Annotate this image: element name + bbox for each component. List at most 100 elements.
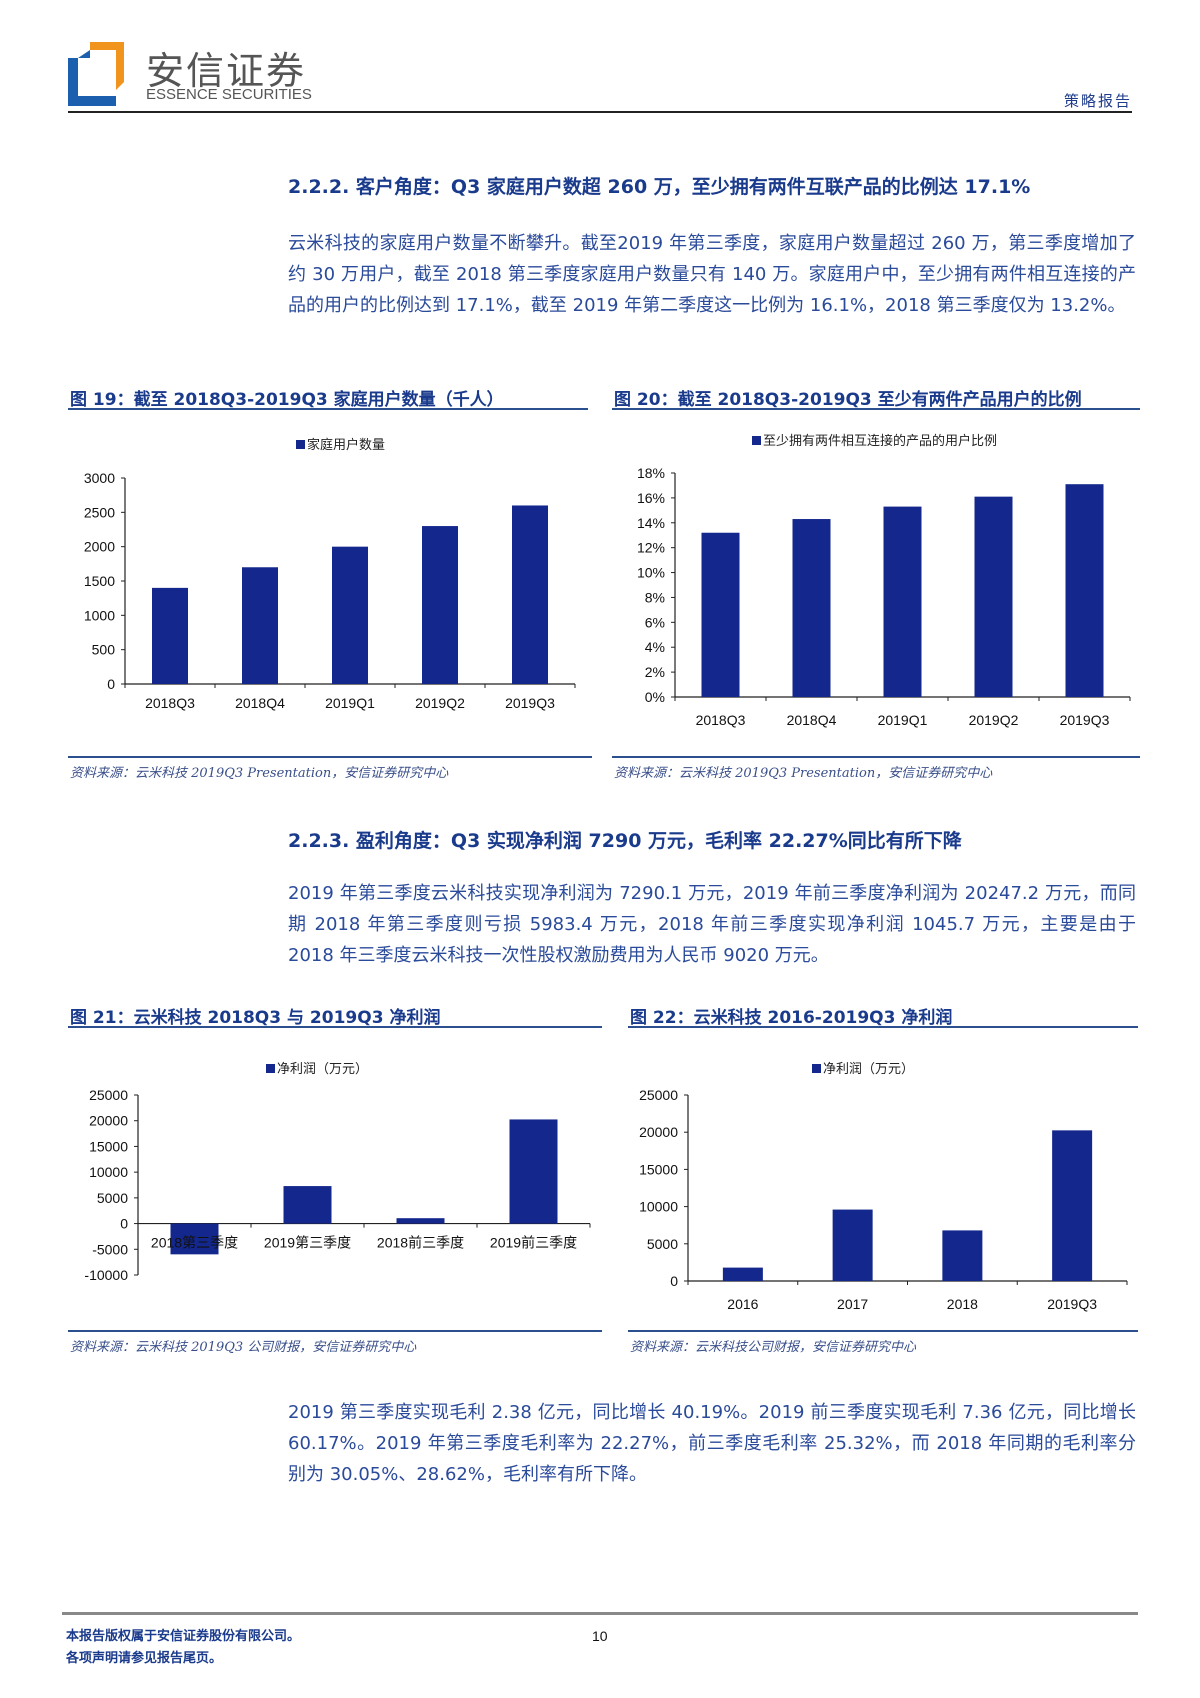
figure-21-title: 图 21：云米科技 2018Q3 与 2019Q3 净利润: [70, 1008, 441, 1028]
footer-copyright: 本报告版权属于安信证券股份有限公司。: [66, 1629, 301, 1644]
svg-text:2018: 2018: [947, 1296, 978, 1312]
svg-text:14%: 14%: [637, 515, 665, 531]
figure-19-title-rule: [68, 408, 588, 410]
bar: [942, 1230, 983, 1281]
svg-text:2018Q3: 2018Q3: [696, 712, 746, 728]
legend-label: 净利润（万元）: [277, 1062, 369, 1077]
svg-text:2000: 2000: [84, 539, 115, 555]
svg-text:2500: 2500: [84, 504, 115, 520]
svg-text:-10000: -10000: [84, 1267, 128, 1283]
svg-text:2017: 2017: [837, 1296, 868, 1312]
svg-text:2018前三季度: 2018前三季度: [377, 1235, 464, 1251]
svg-text:15000: 15000: [639, 1161, 678, 1177]
figure-21-source-rule: [68, 1330, 602, 1332]
svg-text:16%: 16%: [637, 490, 665, 506]
svg-text:1500: 1500: [84, 573, 115, 589]
section-title-profit: 2.2.3. 盈利角度：Q3 实现净利润 7290 万元，毛利率 22.27%同…: [288, 830, 962, 852]
svg-text:2019Q2: 2019Q2: [415, 695, 465, 711]
paragraph-gross-profit: 2019 第三季度实现毛利 2.38 亿元，同比增长 40.19%。2019 前…: [288, 1402, 1136, 1485]
svg-text:-5000: -5000: [92, 1241, 128, 1257]
svg-text:8%: 8%: [645, 589, 665, 605]
svg-text:2019Q3: 2019Q3: [1047, 1296, 1097, 1312]
bar: [509, 1119, 558, 1224]
svg-text:10000: 10000: [89, 1164, 128, 1180]
svg-text:500: 500: [92, 642, 116, 658]
svg-text:2019第三季度: 2019第三季度: [264, 1235, 351, 1251]
legend-swatch-icon: [752, 436, 761, 445]
svg-text:2016: 2016: [727, 1296, 758, 1312]
essence-logo-icon: [68, 42, 124, 106]
bar: [722, 1267, 763, 1281]
bar: [792, 519, 831, 697]
figure-22-source-rule: [628, 1330, 1138, 1332]
svg-text:2018第三季度: 2018第三季度: [151, 1235, 238, 1251]
figure-20-source-rule: [612, 756, 1140, 758]
paragraph-profit: 2019 年第三季度云米科技实现净利润为 7290.1 万元，2019 年前三季…: [288, 883, 1136, 966]
header-divider: [68, 111, 1132, 113]
bar: [170, 1223, 219, 1255]
bar: [283, 1186, 332, 1224]
svg-text:2019Q1: 2019Q1: [878, 712, 928, 728]
bar: [332, 546, 368, 684]
figure-22-title-rule: [628, 1026, 1138, 1028]
svg-text:2018Q4: 2018Q4: [787, 712, 837, 728]
bar: [832, 1209, 873, 1281]
figure-19-title: 图 19：截至 2018Q3-2019Q3 家庭用户数量（千人）: [70, 390, 504, 410]
paragraph-customer: 云米科技的家庭用户数量不断攀升。截至2019 年第三季度，家庭用户数量超过 26…: [288, 233, 1136, 316]
bar: [883, 506, 922, 697]
figure-20-source: 资料来源：云米科技 2019Q3 Presentation，安信证券研究中心: [614, 766, 993, 781]
bar: [152, 587, 188, 684]
bar: [1052, 1130, 1093, 1281]
figure-19-source: 资料来源：云米科技 2019Q3 Presentation，安信证券研究中心: [70, 766, 449, 781]
figure-21-title-rule: [68, 1026, 602, 1028]
page-number: 10: [592, 1628, 608, 1644]
legend-label: 净利润（万元）: [823, 1062, 915, 1077]
figure-21-legend: 净利润（万元）: [266, 1058, 368, 1077]
figure-21-source: 资料来源：云米科技 2019Q3 公司财报，安信证券研究中心: [70, 1340, 417, 1355]
figure-19-source-rule: [68, 756, 592, 758]
svg-text:18%: 18%: [637, 465, 665, 481]
svg-text:2019Q1: 2019Q1: [325, 695, 375, 711]
bar: [242, 567, 278, 684]
figure-19-legend: 家庭用户数量: [296, 434, 385, 453]
svg-text:5000: 5000: [647, 1236, 678, 1252]
svg-text:0: 0: [670, 1273, 678, 1289]
legend-swatch-icon: [266, 1064, 275, 1073]
svg-text:6%: 6%: [645, 614, 665, 630]
svg-text:2018Q4: 2018Q4: [235, 695, 285, 711]
svg-text:15000: 15000: [89, 1138, 128, 1154]
svg-text:20000: 20000: [639, 1124, 678, 1140]
bar: [396, 1218, 445, 1224]
figure-21-chart: -10000 -5000 0 5000 10000 15000 20000 25000 2018…: [70, 1085, 600, 1295]
figure-20-title: 图 20：截至 2018Q3-2019Q3 至少有两件产品用户的比例: [614, 390, 1082, 410]
bar: [974, 496, 1013, 697]
svg-text:10%: 10%: [637, 565, 665, 581]
bar: [1065, 484, 1104, 697]
figure-20-chart: 0% 2% 4% 6% 8% 10% 12% 14% 16% 18% 2018Q3 2018Q4 201…: [620, 465, 1140, 735]
figure-20-legend: 至少拥有两件相互连接的产品的用户比例: [752, 430, 997, 449]
svg-text:0%: 0%: [645, 689, 665, 705]
figure-22-legend: 净利润（万元）: [812, 1058, 914, 1077]
legend-swatch-icon: [296, 440, 305, 449]
legend-label: 至少拥有两件相互连接的产品的用户比例: [763, 434, 998, 449]
svg-text:20000: 20000: [89, 1113, 128, 1129]
bar: [512, 505, 548, 684]
svg-text:2019Q3: 2019Q3: [1060, 712, 1110, 728]
legend-label: 家庭用户数量: [307, 438, 386, 453]
footer-disclaimer: 本报告版权属于安信证券股份有限公司。 各项声明请参见报告尾页。: [66, 1626, 300, 1670]
footer-divider: [62, 1612, 1138, 1615]
bar: [701, 532, 740, 697]
logo-chinese-name: 安信证券: [146, 49, 307, 93]
svg-text:2019前三季度: 2019前三季度: [490, 1235, 577, 1251]
svg-text:5000: 5000: [97, 1190, 128, 1206]
svg-text:2019Q3: 2019Q3: [505, 695, 555, 711]
svg-text:2018Q3: 2018Q3: [145, 695, 195, 711]
report-type-label: 策略报告: [1063, 92, 1132, 110]
svg-text:0: 0: [120, 1216, 128, 1232]
svg-text:0: 0: [107, 676, 115, 692]
footer-disclaimer-note: 各项声明请参见报告尾页。: [66, 1651, 223, 1666]
legend-swatch-icon: [812, 1064, 821, 1073]
svg-text:10000: 10000: [639, 1199, 678, 1215]
figure-22-chart: 0 5000 10000 15000 20000 25000 2016 2017 2018 201…: [639, 1085, 1140, 1315]
svg-text:4%: 4%: [645, 639, 665, 655]
